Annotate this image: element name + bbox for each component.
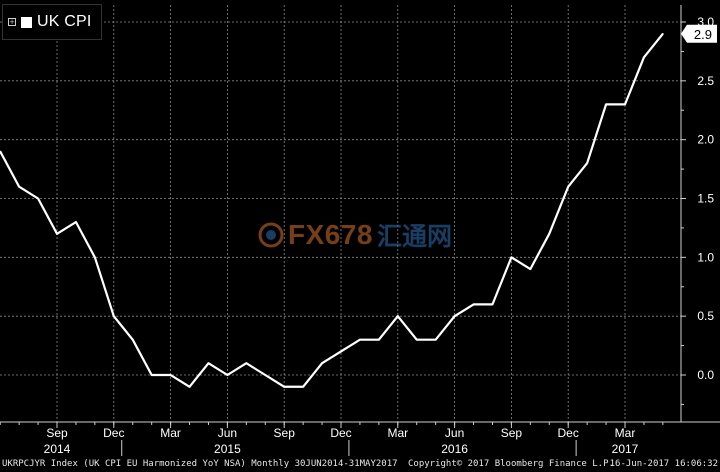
data-point <box>548 233 551 235</box>
data-point <box>491 303 494 306</box>
x-tick-label: Jun <box>218 426 237 440</box>
y-tick-label: 1.5 <box>697 192 714 206</box>
footer-index-text: UKRPCJYR Index (UK CPI EU Harmonized YoY… <box>2 459 398 469</box>
legend-toggle-icon[interactable]: + <box>8 18 16 26</box>
x-tick-label: Dec <box>558 426 579 440</box>
series-line-uk-cpi <box>0 33 664 388</box>
data-point <box>56 233 58 235</box>
data-point <box>586 162 588 164</box>
data-point <box>37 197 39 200</box>
data-point <box>226 374 229 376</box>
data-point <box>529 268 532 270</box>
footer-timestamp: 16-Jun-2017 16:06:32 <box>609 459 718 469</box>
data-point <box>397 315 399 317</box>
data-point <box>662 32 664 35</box>
data-point <box>359 338 361 341</box>
data-point <box>643 56 645 59</box>
data-point <box>188 385 191 388</box>
data-point <box>18 185 20 188</box>
data-point <box>264 374 267 376</box>
data-point <box>605 103 607 106</box>
x-year-label: 2015 <box>214 442 241 456</box>
data-point <box>415 338 418 341</box>
data-point <box>75 221 77 223</box>
legend-series-label: UK CPI <box>37 13 92 30</box>
legend[interactable]: + UK CPI <box>2 4 102 40</box>
x-year-label: 2016 <box>441 442 468 456</box>
y-tick-label: 0.5 <box>697 309 714 323</box>
data-point <box>472 303 475 306</box>
data-point <box>302 385 304 388</box>
data-point <box>245 362 248 365</box>
legend-swatch <box>21 16 32 28</box>
data-point <box>510 256 513 259</box>
y-tick-label: 2.0 <box>697 133 714 147</box>
x-tick-label: Jun <box>445 426 464 440</box>
data-point <box>378 338 380 341</box>
data-point <box>340 350 342 353</box>
x-tick-label: Mar <box>160 426 181 440</box>
data-point <box>169 374 172 376</box>
x-tick-label: Dec <box>103 426 124 440</box>
x-year-label: 2014 <box>44 442 71 456</box>
footer-copyright: Copyright© 2017 Bloomberg Finance L.P. <box>408 459 614 469</box>
data-point <box>113 315 115 317</box>
y-tick-label: 0.0 <box>697 368 714 382</box>
x-tick-label: Sep <box>274 426 296 440</box>
last-value-tag <box>681 24 717 43</box>
x-year-label: 2017 <box>612 442 639 456</box>
data-point <box>453 315 456 317</box>
x-tick-label: Mar <box>387 426 408 440</box>
data-point <box>321 362 323 365</box>
data-point <box>207 362 210 365</box>
x-tick-label: Sep <box>501 426 523 440</box>
data-point <box>283 385 286 388</box>
y-tick-label: 2.5 <box>697 74 714 88</box>
last-value-label: 2.9 <box>694 27 712 42</box>
footer: UKRPCJYR Index (UK CPI EU Harmonized YoY… <box>0 456 720 472</box>
data-point <box>94 256 96 259</box>
x-tick-label: Dec <box>330 426 351 440</box>
y-tick-label: 1.0 <box>697 250 714 264</box>
data-point <box>567 185 569 188</box>
x-tick-label: Sep <box>46 426 68 440</box>
data-point <box>434 338 437 341</box>
x-tick-label: Mar <box>615 426 636 440</box>
data-point <box>0 150 1 153</box>
data-point <box>150 374 153 376</box>
data-point <box>131 338 134 341</box>
data-point <box>624 103 626 106</box>
